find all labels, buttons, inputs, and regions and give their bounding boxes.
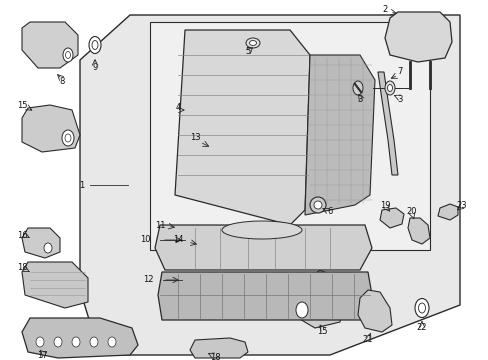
- Polygon shape: [379, 208, 403, 228]
- Text: 15: 15: [17, 100, 27, 109]
- Text: 21: 21: [362, 336, 372, 345]
- Ellipse shape: [352, 81, 362, 95]
- Text: 19: 19: [379, 201, 389, 210]
- Ellipse shape: [295, 302, 307, 318]
- Text: 6: 6: [326, 207, 332, 216]
- Ellipse shape: [384, 81, 394, 95]
- Ellipse shape: [249, 40, 256, 45]
- Text: 7: 7: [397, 68, 402, 77]
- Ellipse shape: [62, 130, 74, 146]
- Polygon shape: [305, 55, 374, 215]
- Polygon shape: [22, 318, 138, 358]
- Text: 1: 1: [79, 180, 84, 189]
- Text: 20: 20: [406, 207, 416, 216]
- Ellipse shape: [63, 48, 73, 62]
- Ellipse shape: [44, 243, 52, 253]
- Ellipse shape: [386, 85, 392, 91]
- Ellipse shape: [36, 337, 44, 347]
- Ellipse shape: [309, 197, 325, 213]
- Polygon shape: [22, 228, 60, 258]
- Ellipse shape: [108, 337, 116, 347]
- Ellipse shape: [245, 38, 260, 48]
- Polygon shape: [407, 218, 429, 244]
- Ellipse shape: [89, 36, 101, 54]
- Text: 22: 22: [416, 324, 427, 333]
- Polygon shape: [22, 262, 88, 308]
- Ellipse shape: [222, 221, 302, 239]
- Text: 18: 18: [209, 354, 220, 360]
- Text: 16: 16: [17, 230, 27, 239]
- Text: 4: 4: [175, 104, 180, 112]
- Text: 13: 13: [189, 134, 200, 143]
- Polygon shape: [437, 204, 457, 220]
- Polygon shape: [294, 270, 345, 328]
- Ellipse shape: [72, 337, 80, 347]
- Ellipse shape: [313, 201, 321, 209]
- Text: 9: 9: [92, 63, 98, 72]
- Polygon shape: [22, 105, 80, 152]
- Text: 23: 23: [456, 201, 467, 210]
- Polygon shape: [80, 15, 459, 355]
- Text: 3: 3: [357, 95, 362, 104]
- Ellipse shape: [418, 303, 425, 313]
- Text: 5: 5: [245, 48, 250, 57]
- Ellipse shape: [92, 40, 98, 49]
- Ellipse shape: [65, 134, 71, 142]
- Text: 10: 10: [140, 235, 150, 244]
- Text: 8: 8: [59, 77, 64, 86]
- Polygon shape: [190, 338, 247, 358]
- Text: 17: 17: [37, 351, 47, 360]
- Polygon shape: [377, 72, 397, 175]
- Polygon shape: [175, 30, 309, 225]
- Polygon shape: [357, 290, 391, 332]
- Text: 11: 11: [154, 220, 165, 230]
- Text: 2: 2: [382, 5, 387, 14]
- Ellipse shape: [414, 298, 428, 318]
- Polygon shape: [150, 22, 429, 250]
- Polygon shape: [158, 272, 371, 320]
- Text: 18: 18: [17, 264, 27, 273]
- Ellipse shape: [54, 337, 62, 347]
- Text: 3: 3: [397, 95, 402, 104]
- Text: 12: 12: [142, 275, 153, 284]
- Ellipse shape: [65, 51, 70, 58]
- Polygon shape: [384, 12, 451, 62]
- Polygon shape: [155, 225, 371, 270]
- Polygon shape: [22, 22, 78, 68]
- Text: 14: 14: [172, 235, 183, 244]
- Text: 15: 15: [316, 328, 326, 337]
- Ellipse shape: [90, 337, 98, 347]
